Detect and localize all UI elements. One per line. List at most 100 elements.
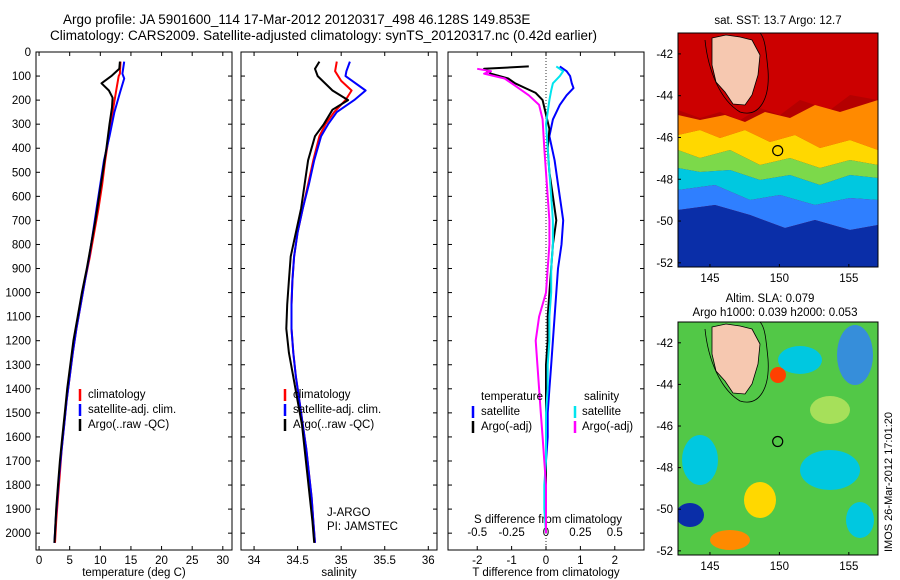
- x-tick-label: 5: [66, 555, 72, 567]
- map-x-tick-label: 145: [700, 273, 719, 285]
- map-y-tick-label: -48: [656, 463, 673, 475]
- x-axis-label: T difference from climatology: [472, 567, 619, 579]
- map-y-tick-label: -44: [656, 91, 673, 103]
- map-y-tick-label: -42: [656, 338, 673, 350]
- y-tick-label: 300: [12, 119, 31, 131]
- temperature-panel: 0100200300400500600700800900100011001200…: [5, 47, 233, 579]
- y-tick-label: 600: [12, 191, 31, 203]
- sst-float-marker: [772, 145, 784, 157]
- x-axis-label: salinity: [321, 567, 356, 579]
- plot-frame: [35, 51, 233, 551]
- sla-map-title-1: Altim. SLA: 0.079: [726, 293, 815, 305]
- series-argo-line: [285, 61, 350, 543]
- map-x-tick-label: 150: [770, 273, 789, 285]
- map-x-tick-label: 150: [770, 561, 789, 573]
- x-tick-label: 25: [186, 555, 199, 567]
- sla-map-title-2: Argo h1000: 0.039 h2000: 0.053: [693, 307, 858, 319]
- y-tick-label: 200: [12, 95, 31, 107]
- legend-label: satellite: [481, 406, 520, 418]
- x-tick-label: 15: [125, 555, 138, 567]
- x-tick-label: 35.5: [374, 555, 396, 567]
- y-tick-label: 500: [12, 167, 31, 179]
- x-tick-label: 36: [422, 555, 435, 567]
- legend-title-temperature: temperature: [481, 391, 543, 403]
- sst-map: [678, 33, 878, 267]
- top-x-tick-label: 0.5: [607, 527, 623, 539]
- top-x-tick-label: -0.5: [467, 527, 487, 539]
- series-t_satellite-line: [545, 65, 575, 534]
- y-tick-label: 1100: [6, 312, 31, 324]
- x-tick-label: 2: [612, 555, 618, 567]
- y-tick-label: 1200: [5, 336, 31, 348]
- legend-label: satellite: [582, 406, 621, 418]
- x-tick-label: 0: [36, 555, 42, 567]
- y-tick-label: 2000: [5, 528, 31, 540]
- y-tick-label: 400: [12, 143, 31, 155]
- legend-label: satellite-adj. clim.: [88, 404, 176, 416]
- x-tick-label: 34.5: [286, 555, 308, 567]
- x-tick-label: 20: [155, 555, 168, 567]
- y-tick-label: 1800: [5, 480, 31, 492]
- series-s_argo-line: [477, 67, 551, 534]
- top-x-axis-label: S difference from climatology: [474, 514, 622, 526]
- map-y-tick-label: -50: [656, 216, 673, 228]
- y-tick-label: 1300: [5, 360, 31, 372]
- map-x-tick-label: 155: [839, 561, 858, 573]
- map-y-tick-label: -46: [656, 132, 673, 144]
- top-x-tick-label: 0.25: [569, 527, 591, 539]
- map-x-tick-label: 155: [839, 273, 858, 285]
- legend-label: satellite-adj. clim.: [293, 404, 381, 416]
- legend-label: Argo(-adj): [582, 421, 633, 433]
- map-y-tick-label: -42: [656, 49, 673, 61]
- map-y-tick-label: -50: [656, 504, 673, 516]
- legend-label: Argo(..raw -QC): [293, 419, 374, 431]
- x-tick-label: 1: [577, 555, 583, 567]
- y-tick-label: 1500: [5, 408, 31, 420]
- map-x-tick-label: 145: [700, 561, 719, 573]
- header-line-1: Argo profile: JA 5901600_114 17-Mar-2012…: [63, 12, 530, 27]
- y-tick-label: 1400: [5, 384, 31, 396]
- pi-annotation: PI: JAMSTEC: [327, 521, 398, 533]
- map-y-tick-label: -52: [656, 546, 673, 558]
- y-tick-label: 100: [12, 71, 31, 83]
- y-tick-label: 1600: [5, 432, 31, 444]
- x-tick-label: 30: [216, 555, 229, 567]
- legend-label: climatology: [293, 389, 351, 401]
- sla-float-marker: [772, 435, 784, 448]
- legend-label: Argo(-adj): [481, 421, 532, 433]
- legend-title-salinity: salinity: [584, 391, 619, 403]
- legend-label: climatology: [88, 389, 146, 401]
- map-y-tick-label: -48: [656, 174, 673, 186]
- sst-map-title: sat. SST: 13.7 Argo: 12.7: [714, 15, 841, 27]
- map-y-tick-label: -52: [656, 258, 673, 270]
- difference-panel: -2 -1 0 1 2T difference from climatology -0.5…: [447, 51, 645, 579]
- x-axis-label: temperature (deg C): [82, 567, 186, 579]
- legend-label: Argo(..raw -QC): [88, 419, 169, 431]
- x-tick-label: 35: [335, 555, 348, 567]
- salinity-panel: 34 34.5 35 35.5 36 salinity climatology satelli…: [240, 51, 438, 579]
- x-tick-label: -1: [506, 555, 516, 567]
- y-tick-label: 1900: [5, 504, 31, 516]
- y-tick-label: 800: [12, 239, 31, 251]
- series-satellite-line: [290, 61, 367, 543]
- plot-frame: [240, 51, 438, 551]
- series-argo-line: [53, 61, 121, 543]
- y-tick-label: 0: [25, 47, 31, 59]
- y-tick-label: 1700: [5, 456, 31, 468]
- map-y-tick-label: -46: [656, 421, 673, 433]
- header-line-2: Climatology: CARS2009. Satellite-adjuste…: [50, 28, 597, 43]
- x-tick-label: -2: [472, 555, 482, 567]
- pi-annotation: J-ARGO: [327, 507, 371, 519]
- y-tick-label: 700: [12, 215, 31, 227]
- y-tick-label: 1000: [5, 288, 31, 300]
- map-y-tick-label: -44: [656, 379, 673, 391]
- y-tick-label: 900: [12, 264, 31, 276]
- series-s_satellite-line: [543, 65, 565, 534]
- x-tick-label: 34: [248, 555, 261, 567]
- x-tick-label: 10: [94, 555, 107, 567]
- x-tick-label: 0: [543, 555, 549, 567]
- imos-stamp: IMOS 26-Mar-2012 17:01:20: [883, 412, 895, 552]
- top-x-tick-label: -0.25: [499, 527, 525, 539]
- sla-map: [678, 322, 878, 555]
